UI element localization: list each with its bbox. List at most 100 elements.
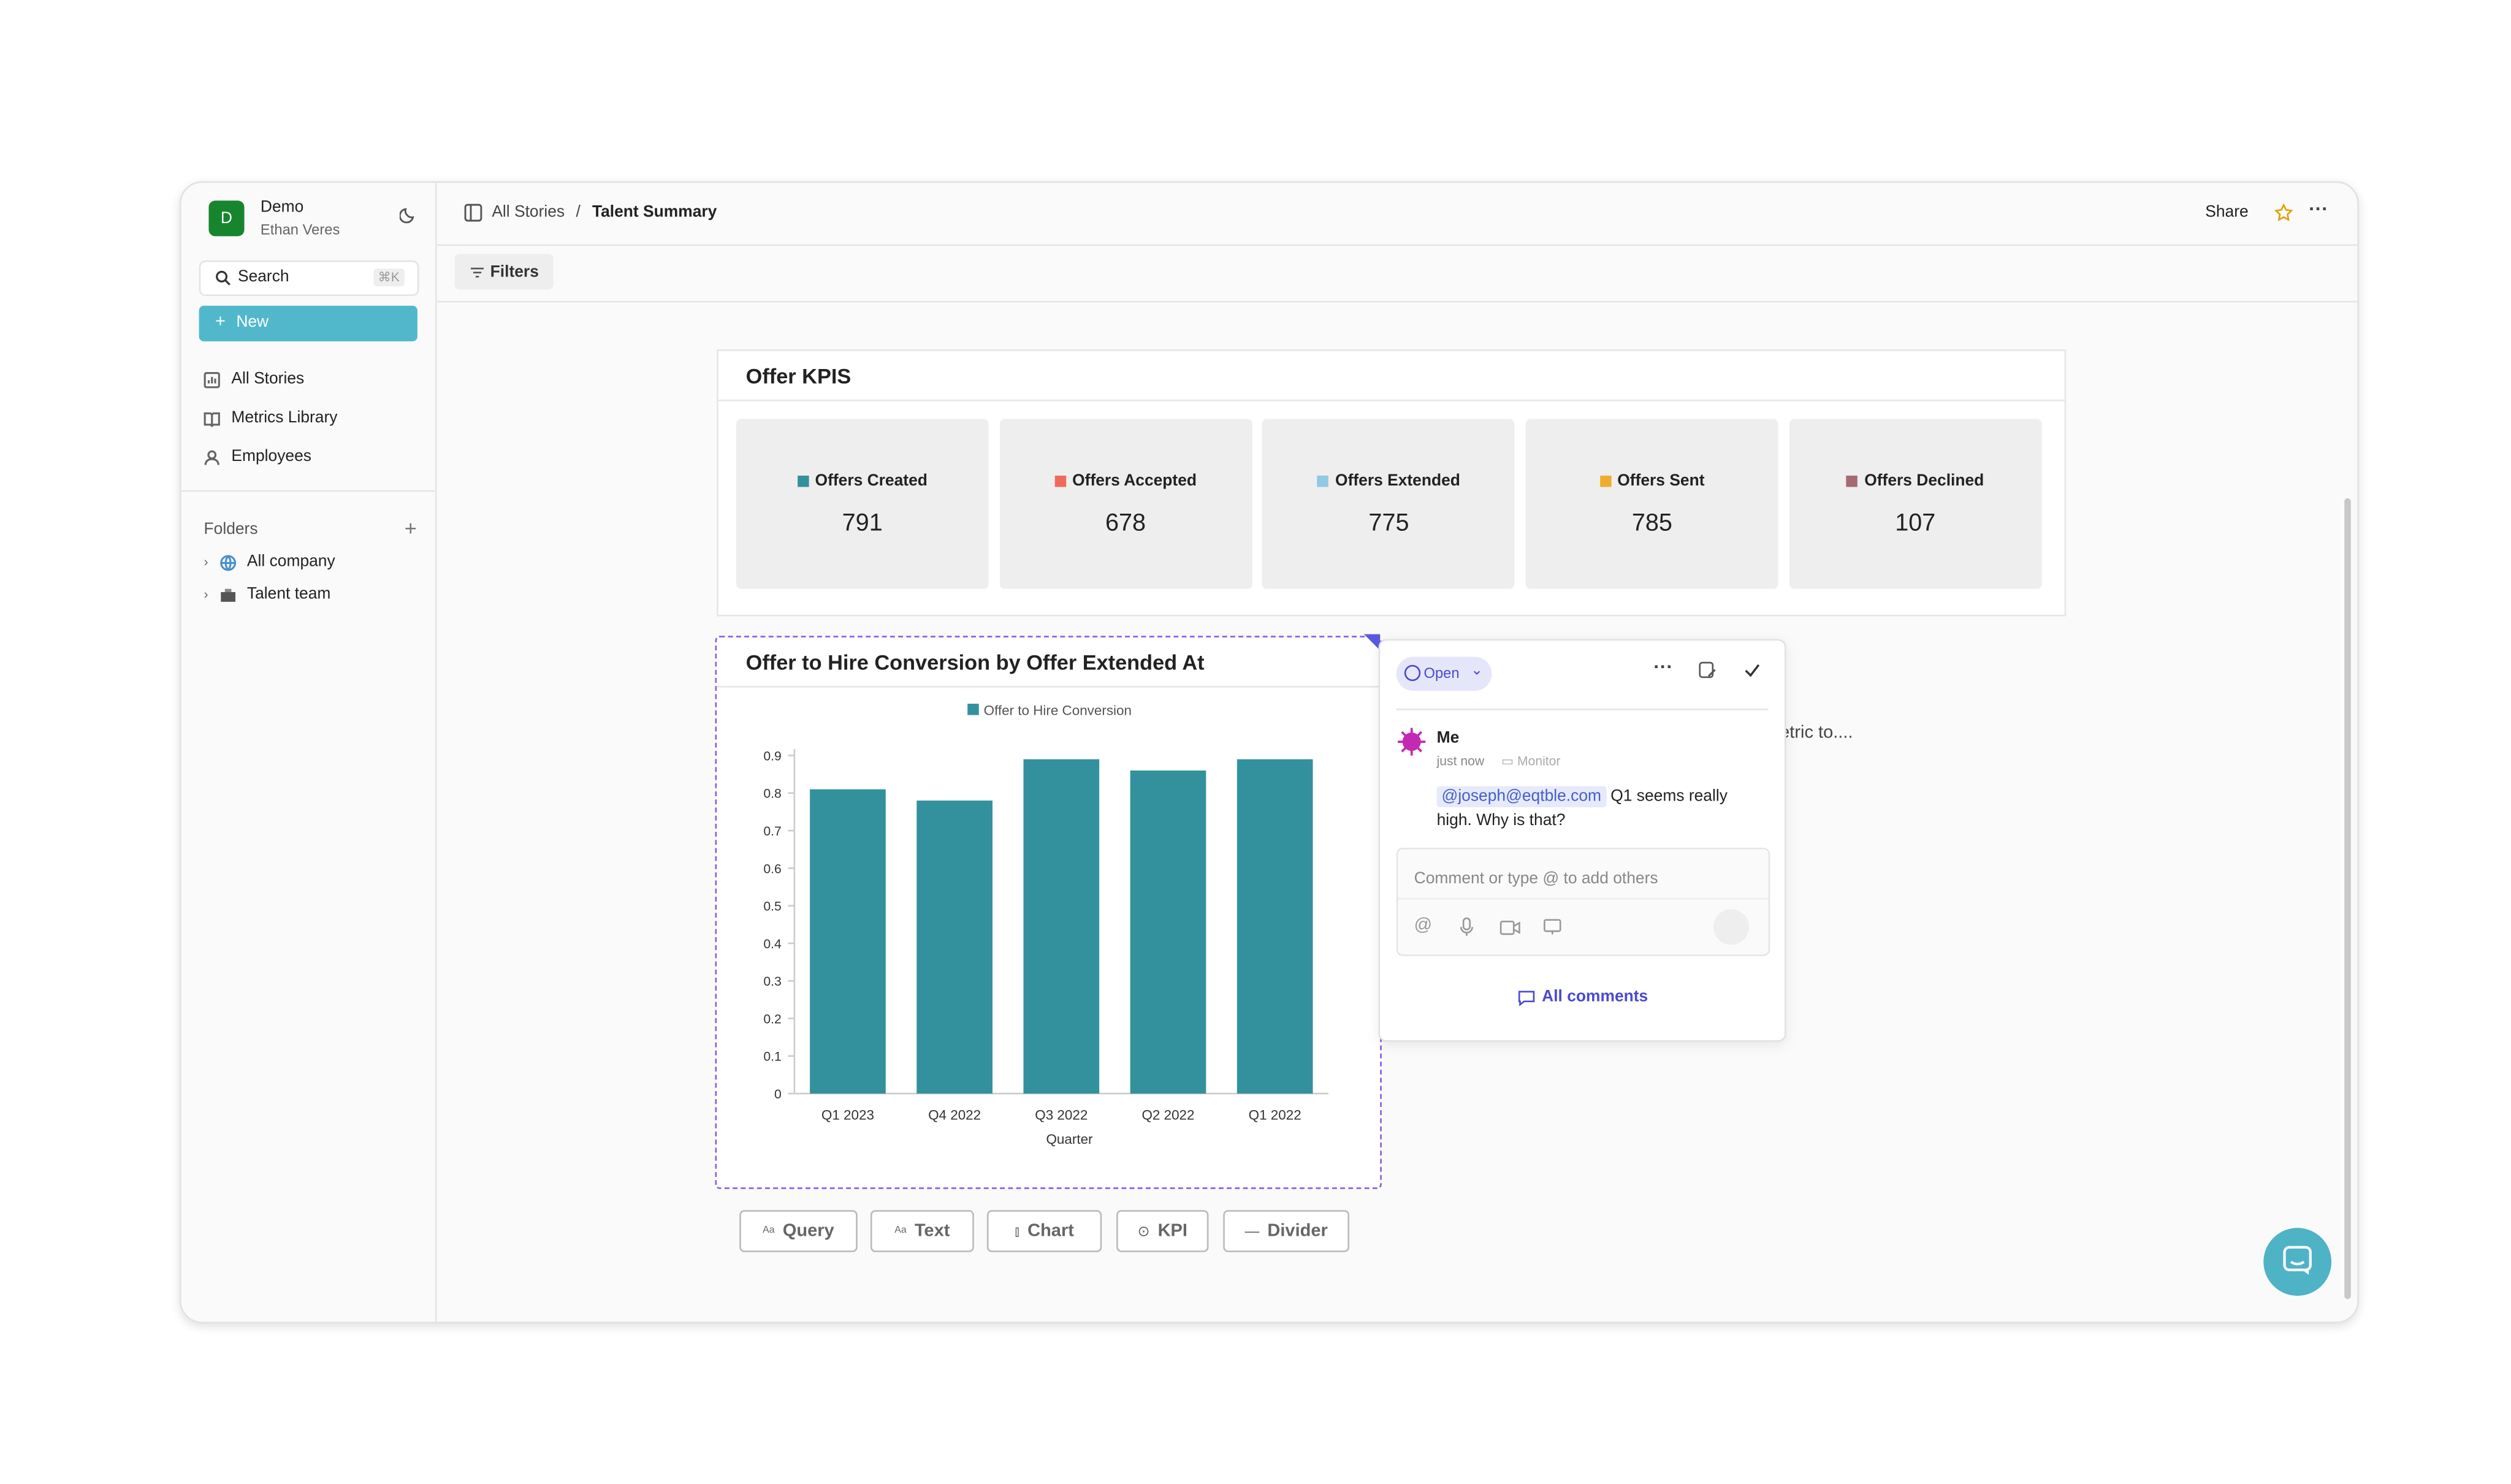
comment-menu[interactable]: ··· <box>1653 655 1673 678</box>
y-tick-label: 0.9 <box>763 749 781 763</box>
reply-placeholder: Comment or type @ to add others <box>1414 870 1658 888</box>
all-comments-link[interactable]: All comments <box>1518 989 1648 1006</box>
search-label: Search <box>237 268 289 287</box>
kpi-label-text: Offers Declined <box>1864 472 1984 490</box>
comment-text: Q1 seems really high. Why is that? <box>1436 788 1728 830</box>
y-tick-label: 0.4 <box>763 937 782 951</box>
source-label: Monitor <box>1517 753 1561 769</box>
comment-time: just now <box>1436 753 1485 769</box>
status-icon <box>1404 664 1421 682</box>
folder-item[interactable]: › All company <box>204 554 335 571</box>
kpi-value: 791 <box>842 509 883 538</box>
star-icon[interactable] <box>2274 204 2293 222</box>
kpi-card[interactable]: Offers Declined 107 <box>1789 419 2042 589</box>
kpi-label-text: Offers Sent <box>1617 472 1705 490</box>
chat-launcher[interactable] <box>2263 1228 2332 1296</box>
comment-popup: Open ⌄ ··· Me just now ▭ Monitor @joseph… <box>1378 639 1786 1042</box>
y-tick-label: 0.5 <box>763 900 781 914</box>
nav-icon <box>204 371 220 388</box>
nav-item[interactable]: Employees <box>204 448 311 466</box>
scrollbar[interactable] <box>2344 498 2351 1299</box>
nav-item[interactable]: Metrics Library <box>204 409 337 427</box>
kpi-label-text: Offers Created <box>815 472 928 490</box>
top-bar: All Stories / Talent Summary Share ··· <box>436 183 2358 246</box>
toolbar-button[interactable]: Aa Text <box>870 1210 974 1252</box>
search-icon <box>216 270 231 286</box>
reply-box[interactable]: Comment or type @ to add others @ <box>1396 847 1770 956</box>
toolbar-button[interactable]: — Divider <box>1223 1210 1350 1252</box>
breadcrumb-separator: / <box>576 204 581 222</box>
kpi-label: Offers Declined <box>1789 473 2041 490</box>
toolbar-icon: Aa <box>894 1226 907 1236</box>
kpi-section: Offer KPIS Offers Created 791 Offers Accep… <box>717 349 2067 617</box>
comment-anchor[interactable] <box>1362 633 1382 652</box>
toolbar-label: Chart <box>1027 1221 1074 1241</box>
chart: 0 0.1 0.2 0.3 0.4 0.5 0.6 0.7 0.8 0.9 Offer to Hir… <box>763 703 1328 1147</box>
more-menu[interactable]: ··· <box>2309 197 2328 220</box>
folder-item[interactable]: › Talent team <box>204 585 331 603</box>
kpi-swatch <box>1846 474 1858 487</box>
status-label: Open <box>1423 664 1460 682</box>
toolbar-button[interactable]: ⊙ KPI <box>1116 1210 1209 1252</box>
folder-icon <box>220 588 235 601</box>
breadcrumb-link[interactable]: All Stories <box>492 204 565 222</box>
nav-item[interactable]: All Stories <box>204 370 305 389</box>
author-name: Me <box>1436 729 1460 748</box>
y-tick-label: 0.2 <box>763 1012 781 1026</box>
folder-label: Talent team <box>246 585 331 604</box>
toolbar-button[interactable]: Aa Query <box>739 1210 858 1252</box>
toolbar-button[interactable]: ⫾ Chart <box>986 1210 1102 1252</box>
screen-button[interactable] <box>1544 919 1561 935</box>
kpi-title: Offer KPIS <box>745 363 852 389</box>
toolbar-icon: ⫾ <box>1015 1222 1019 1239</box>
workspace-name: Demo <box>260 199 304 217</box>
kpi-card[interactable]: Offers Sent 785 <box>1526 419 1778 589</box>
toolbar-label: Query <box>782 1221 834 1241</box>
kpi-card[interactable]: Offers Extended 775 <box>1262 419 1515 589</box>
legend-label: Offer to Hire Conversion <box>984 703 1132 718</box>
folder-label: All company <box>246 553 335 571</box>
filters-button[interactable]: Filters <box>454 254 554 290</box>
status-dropdown[interactable]: Open ⌄ <box>1396 656 1492 691</box>
toolbar-label: Divider <box>1267 1221 1328 1241</box>
comment-source: ▭ Monitor <box>1501 753 1561 769</box>
theme-toggle[interactable] <box>399 205 417 224</box>
mention[interactable]: @joseph@eqtble.com <box>1436 786 1606 807</box>
video-button[interactable] <box>1499 920 1521 935</box>
x-axis-title: Quarter <box>1046 1132 1094 1147</box>
chart-card[interactable]: Offer to Hire Conversion by Offer Extend… <box>715 636 1382 1189</box>
chart-title: Offer to Hire Conversion by Offer Extend… <box>745 650 1205 675</box>
author-avatar <box>1398 728 1426 756</box>
mic-button[interactable] <box>1460 917 1474 937</box>
kpi-swatch <box>1599 474 1611 487</box>
resolve-icon[interactable] <box>1744 663 1760 678</box>
divider <box>717 686 1381 688</box>
y-tick-label: 0.8 <box>763 787 781 801</box>
chevron: › <box>204 587 208 602</box>
search-shortcut: ⌘K <box>373 268 405 287</box>
layout-icon[interactable] <box>464 204 482 222</box>
add-folder[interactable]: + <box>404 516 417 541</box>
legend-swatch <box>967 704 979 715</box>
chevron: › <box>204 555 208 569</box>
send-button[interactable] <box>1713 909 1749 945</box>
kpi-swatch <box>797 474 809 487</box>
kpi-card[interactable]: Offers Created 791 <box>736 419 989 589</box>
search-box[interactable]: Search ⌘K <box>199 260 419 296</box>
edit-icon[interactable] <box>1699 661 1717 679</box>
mention-button[interactable]: @ <box>1414 915 1433 935</box>
y-tick-label: 0.3 <box>763 975 781 989</box>
kpi-value: 107 <box>1895 509 1936 538</box>
share-button[interactable]: Share <box>2205 204 2249 222</box>
nav-label: All Stories <box>231 370 305 389</box>
y-tick-label: 0.1 <box>763 1050 781 1064</box>
divider <box>718 399 2065 401</box>
y-tick-label: 0 <box>774 1087 782 1102</box>
bar <box>1236 759 1313 1094</box>
nav-label: Employees <box>231 448 311 466</box>
kpi-card[interactable]: Offers Accepted 678 <box>999 419 1252 589</box>
nav-icon <box>204 449 219 465</box>
plus-icon: + <box>215 312 226 332</box>
breadcrumb-current: Talent Summary <box>592 204 717 222</box>
new-button[interactable]: + New <box>199 305 417 341</box>
